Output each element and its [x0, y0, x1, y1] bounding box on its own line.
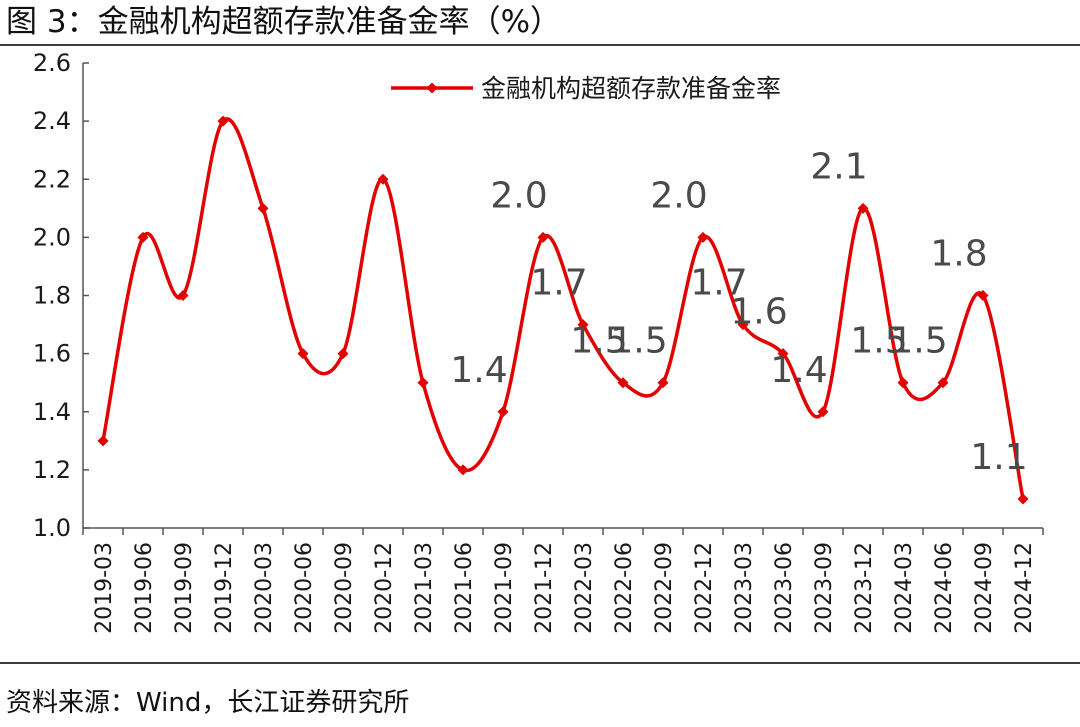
- data-label-group: 1.42.01.71.51.52.01.71.61.42.11.51.51.81…: [450, 146, 1027, 478]
- data-label: 1.1: [970, 437, 1027, 478]
- x-tick-label: 2022-06: [612, 542, 637, 634]
- x-tick-label: 2023-09: [812, 542, 837, 634]
- data-point: [497, 406, 509, 418]
- y-tick-label: 1.6: [33, 340, 71, 368]
- series-line: [101, 117, 1025, 501]
- data-point: [657, 377, 669, 389]
- source-note: 资料来源：Wind，长江证券研究所: [6, 688, 410, 718]
- data-point: [897, 377, 909, 389]
- y-tick-label: 2.6: [33, 49, 71, 77]
- x-tick-label: 2024-06: [932, 542, 957, 634]
- x-tick-label: 2023-12: [852, 542, 877, 634]
- x-tick-label: 2019-12: [212, 542, 237, 634]
- chart-title: 图 3：金融机构超额存款准备金率（%）: [6, 4, 562, 40]
- legend: 金融机构超额存款准备金率: [391, 74, 781, 103]
- line-chart: 1.01.21.41.61.82.02.22.42.6 2019-03 2019-…: [33, 49, 1044, 634]
- y-tick-label: 2.0: [33, 223, 71, 251]
- data-point: [97, 435, 109, 447]
- bottom-rule: [0, 662, 1080, 664]
- x-axis-ticks: 2019-03 2019-06 2019-09 2019-12 2020-03 2020-…: [82, 528, 1044, 634]
- x-tick-label: 2020-12: [372, 542, 397, 634]
- x-tick-label: 2021-09: [492, 542, 517, 634]
- x-tick-label: 2022-12: [692, 542, 717, 634]
- y-tick-label: 1.8: [33, 282, 71, 310]
- x-tick-label: 2019-06: [132, 542, 157, 634]
- y-tick-label: 2.4: [33, 107, 71, 135]
- y-tick-label: 1.4: [33, 398, 71, 426]
- x-tick-label: 2023-06: [772, 542, 797, 634]
- data-label: 2.0: [490, 175, 547, 216]
- data-point: [857, 202, 869, 214]
- marker-group: [97, 115, 1029, 505]
- y-tick-label: 1.0: [33, 514, 71, 542]
- data-point: [937, 377, 949, 389]
- data-label: 1.6: [730, 292, 787, 333]
- x-tick-label: 2024-09: [972, 542, 997, 634]
- data-point: [537, 231, 549, 243]
- x-tick-label: 2022-03: [572, 542, 597, 634]
- data-label: 2.0: [650, 175, 707, 216]
- x-tick-label: 2019-09: [172, 542, 197, 634]
- data-label: 1.5: [570, 321, 627, 362]
- data-point: [1017, 493, 1029, 505]
- data-point: [137, 231, 149, 243]
- data-label: 1.5: [610, 321, 667, 362]
- y-tick-label: 2.2: [33, 165, 71, 193]
- x-tick-label: 2020-09: [332, 542, 357, 634]
- x-tick-label: 2021-12: [532, 542, 557, 634]
- legend-marker: [426, 82, 438, 94]
- y-tick-label: 1.2: [33, 456, 71, 484]
- data-label: 1.8: [930, 234, 987, 275]
- x-tick-label: 2022-09: [652, 542, 677, 634]
- data-point: [377, 173, 389, 185]
- data-point: [737, 319, 749, 331]
- data-point: [177, 290, 189, 301]
- top-rule: [0, 44, 1080, 46]
- data-label: 2.1: [810, 146, 867, 187]
- data-label: 1.7: [690, 263, 747, 304]
- series-group: [101, 117, 1025, 501]
- data-point: [697, 231, 709, 243]
- x-tick-label: 2020-06: [292, 542, 317, 634]
- legend-label: 金融机构超额存款准备金率: [481, 74, 781, 103]
- data-point: [457, 464, 469, 476]
- x-tick-label: 2019-03: [92, 542, 117, 634]
- x-tick-label: 2021-06: [452, 542, 477, 634]
- data-point: [777, 348, 789, 360]
- data-point: [417, 377, 429, 389]
- data-point: [217, 115, 229, 127]
- data-label: 1.4: [450, 350, 507, 391]
- x-tick-label: 2024-12: [1012, 542, 1037, 634]
- data-point: [617, 377, 629, 389]
- data-label: 1.5: [890, 321, 947, 362]
- data-point: [337, 348, 349, 360]
- data-point: [817, 406, 829, 418]
- y-axis-ticks: 1.0 1.2 1.4 1.6 1.8 2.0 2.2 2.4 2.6: [33, 49, 89, 542]
- data-label: 1.7: [530, 263, 587, 304]
- x-tick-label: 2023-03: [732, 542, 757, 634]
- x-tick-label: 2021-03: [412, 542, 437, 634]
- data-point: [577, 319, 589, 331]
- x-tick-label: 2020-03: [252, 542, 277, 634]
- data-label: 1.4: [770, 350, 827, 391]
- x-tick-label: 2024-03: [892, 542, 917, 634]
- data-point: [297, 348, 309, 360]
- data-point: [257, 202, 269, 214]
- data-label: 1.5: [850, 321, 907, 362]
- data-point: [977, 290, 989, 301]
